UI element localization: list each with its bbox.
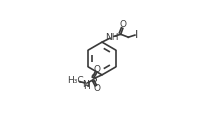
Text: S: S bbox=[91, 74, 97, 84]
Text: H: H bbox=[83, 82, 90, 91]
Text: I: I bbox=[135, 30, 139, 40]
Text: O: O bbox=[93, 84, 100, 93]
Text: O: O bbox=[120, 20, 126, 29]
Text: N: N bbox=[82, 80, 89, 88]
Text: H₃C: H₃C bbox=[67, 76, 84, 85]
Text: NH: NH bbox=[105, 33, 119, 42]
Text: O: O bbox=[93, 65, 100, 74]
